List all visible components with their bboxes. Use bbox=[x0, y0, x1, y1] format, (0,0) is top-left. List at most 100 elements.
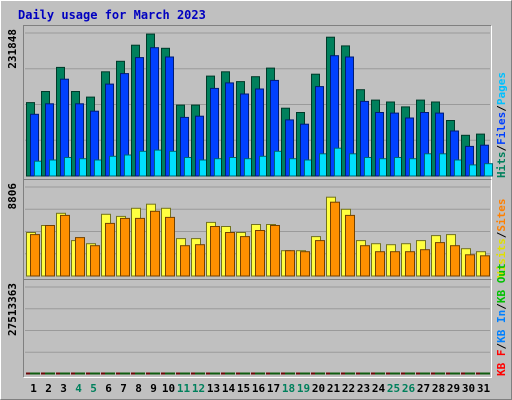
chart-title: Daily usage for March 2023 bbox=[18, 8, 206, 22]
bar-sites bbox=[315, 240, 325, 277]
bar-kb-out bbox=[60, 372, 70, 375]
bar-kb-out bbox=[450, 372, 460, 375]
day-label: 26 bbox=[402, 382, 416, 395]
bar-sites bbox=[165, 216, 175, 277]
bar-kb-out bbox=[45, 372, 55, 375]
bar-sites bbox=[375, 251, 385, 277]
bar-kb-out bbox=[195, 372, 205, 375]
legend-item: Visits bbox=[495, 238, 508, 278]
bar-kb-out bbox=[330, 372, 340, 375]
day-label: 24 bbox=[372, 382, 386, 395]
bar-kb-out bbox=[210, 372, 220, 375]
legend-item: KB F bbox=[495, 350, 508, 377]
bar-sites bbox=[150, 210, 160, 277]
panel-visits: 8806 Visits/Sites bbox=[6, 179, 508, 280]
day-label: 13 bbox=[207, 382, 220, 395]
legend-item: KB Out bbox=[495, 263, 508, 303]
day-label: 20 bbox=[312, 382, 325, 395]
bar-kb-out bbox=[165, 372, 175, 375]
day-label: 19 bbox=[297, 382, 310, 395]
bar-kb-out bbox=[270, 372, 280, 375]
bar-kb-out bbox=[240, 372, 250, 375]
bar-sites bbox=[210, 226, 220, 277]
day-label: 6 bbox=[105, 382, 112, 395]
day-label: 21 bbox=[327, 382, 341, 395]
bar-kb-out bbox=[405, 372, 415, 375]
bar-kb-out bbox=[420, 372, 430, 375]
legend-separator: / bbox=[495, 145, 508, 152]
scale-label-visits: 8806 bbox=[6, 183, 19, 210]
panel-frame-kbytes-shadow bbox=[23, 279, 492, 378]
legend-separator: / bbox=[495, 105, 508, 112]
bar-kb-out bbox=[285, 372, 295, 375]
day-label: 9 bbox=[150, 382, 157, 395]
bar-sites bbox=[405, 251, 415, 277]
bar-sites bbox=[450, 245, 460, 277]
bar-sites bbox=[435, 242, 445, 277]
bar-kb-out bbox=[375, 372, 385, 375]
bar-sites bbox=[105, 222, 115, 277]
bar-kb-out bbox=[135, 372, 145, 375]
scale-label-kbytes: 27513363 bbox=[6, 283, 19, 336]
bar-sites bbox=[60, 214, 70, 277]
bar-kb-out bbox=[480, 372, 490, 375]
bar-sites bbox=[330, 201, 340, 277]
bar-sites bbox=[480, 255, 490, 277]
bar-kb-out bbox=[90, 372, 100, 375]
bar-pages bbox=[484, 163, 493, 177]
bar-sites bbox=[465, 254, 475, 277]
day-label: 8 bbox=[135, 382, 142, 395]
bar-sites bbox=[420, 249, 430, 277]
bar-sites bbox=[135, 217, 145, 277]
bar-kb-out bbox=[180, 372, 190, 375]
bar-kb-out bbox=[225, 372, 235, 375]
day-label: 31 bbox=[477, 382, 491, 395]
day-label: 10 bbox=[162, 382, 175, 395]
bar-kb-out bbox=[360, 372, 370, 375]
bar-kb-out bbox=[120, 372, 130, 375]
bar-kb-out bbox=[315, 372, 325, 375]
legend-item: Files bbox=[495, 112, 508, 145]
scale-label-requests: 231848 bbox=[6, 29, 19, 69]
day-label: 28 bbox=[432, 382, 445, 395]
bar-sites bbox=[345, 214, 355, 277]
legend-separator: / bbox=[495, 303, 508, 310]
bar-sites bbox=[180, 245, 190, 277]
day-label: 30 bbox=[462, 382, 475, 395]
chart-panels: 231848Hits/Files/Pages8806Visits/Sites27… bbox=[6, 25, 508, 378]
day-label: 5 bbox=[90, 382, 97, 395]
bar-kb-out bbox=[30, 372, 40, 375]
panel-frame-kbytes bbox=[23, 279, 492, 378]
day-label: 27 bbox=[417, 382, 430, 395]
panel-frame-requests-shadow bbox=[23, 25, 492, 180]
day-label: 25 bbox=[387, 382, 400, 395]
bar-kb-out bbox=[435, 372, 445, 375]
day-label: 29 bbox=[447, 382, 460, 395]
legend-separator: / bbox=[495, 231, 508, 238]
day-label: 7 bbox=[120, 382, 127, 395]
bar-sites bbox=[285, 250, 295, 277]
bar-sites bbox=[360, 245, 370, 277]
day-label: 14 bbox=[222, 382, 236, 395]
bar-sites bbox=[300, 251, 310, 277]
day-label: 1 bbox=[30, 382, 37, 395]
legend-item: Sites bbox=[495, 199, 508, 232]
bar-sites bbox=[225, 232, 235, 277]
bar-sites bbox=[270, 225, 280, 277]
day-label: 23 bbox=[357, 382, 370, 395]
bar-sites bbox=[195, 244, 205, 277]
legend-separator: / bbox=[495, 343, 508, 350]
day-label: 18 bbox=[282, 382, 295, 395]
bar-kb-out bbox=[390, 372, 400, 375]
legend-kbytes: KB F/KB In/KB Out bbox=[495, 263, 508, 376]
bar-kb-out bbox=[105, 372, 115, 375]
bar-sites bbox=[390, 251, 400, 277]
bar-kb-out bbox=[255, 372, 265, 375]
bar-sites bbox=[30, 234, 40, 277]
day-label: 16 bbox=[252, 382, 266, 395]
panel-frame-kbytes-highlight bbox=[23, 279, 492, 378]
bar-kb-out bbox=[345, 372, 355, 375]
